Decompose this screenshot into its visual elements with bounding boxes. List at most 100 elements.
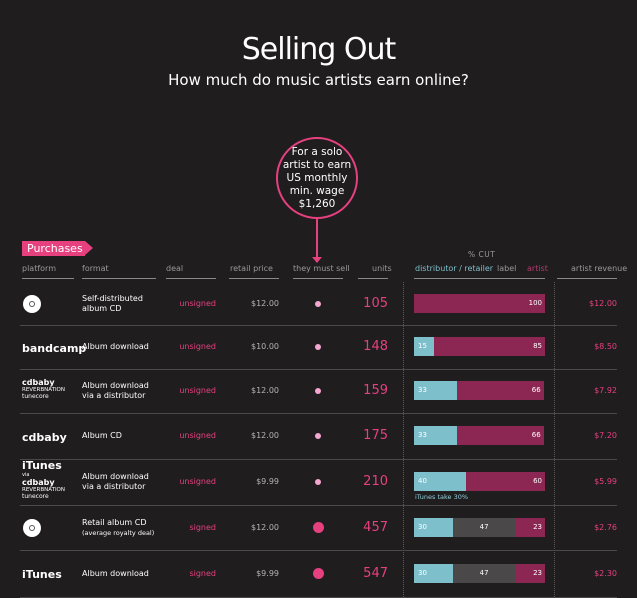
retail-price-value: $9.99	[256, 568, 279, 578]
col-header-distributor: distributor / retailer	[415, 264, 494, 273]
format-line: Album download	[82, 381, 149, 390]
cut-segment-label: 33	[418, 386, 427, 394]
cut-segment-artist: 85	[433, 337, 545, 356]
cut-segment-label: 33	[418, 431, 427, 439]
row-separator	[20, 505, 617, 506]
row-separator	[20, 413, 617, 414]
platform-logo-text: iTunes	[22, 458, 62, 472]
cut-bar: 33 66	[414, 426, 545, 445]
units-dot	[312, 568, 324, 579]
platform-logo: iTunes	[22, 569, 62, 581]
retail-price-value: $12.00	[251, 431, 279, 440]
cut-segment-label: 30	[418, 568, 427, 577]
col-header-retail-price: retail price	[230, 264, 273, 273]
platform-logo: cdbaby REVERBNATION tunecore	[22, 378, 65, 401]
col-header-format: format	[82, 264, 109, 273]
deal-value: unsigned	[179, 431, 216, 440]
format-text: Album download	[82, 569, 149, 579]
format-line: Album CD	[82, 431, 122, 440]
section-tag-purchases: Purchases	[22, 241, 93, 256]
callout-bubble: For a solo artist to earn US monthly min…	[276, 137, 358, 219]
cut-segment-label: 66	[531, 431, 541, 439]
cut-segment-label: 47	[479, 522, 489, 531]
callout-arrow-icon	[312, 257, 322, 263]
format-text: Album download via a distributor	[82, 472, 149, 492]
cd-disc-icon	[23, 518, 41, 537]
units-value: 148	[363, 339, 388, 354]
row-separator	[20, 369, 617, 370]
header-rule	[82, 278, 156, 279]
page-subtitle: How much do music artists earn online?	[168, 71, 469, 89]
column-divider	[554, 282, 555, 597]
artist-revenue-value: $2.30	[594, 568, 617, 578]
format-line: Self-distributed	[82, 293, 143, 303]
format-line: via a distributor	[82, 391, 146, 400]
callout-line: artist to earn	[282, 158, 352, 171]
format-text: Retail album CD (average royalty deal)	[82, 518, 154, 538]
cut-segment-label: 30	[418, 522, 427, 531]
header-rule	[358, 278, 388, 279]
cut-segment-distributor: 15	[414, 337, 434, 356]
col-header-deal: deal	[166, 264, 184, 273]
header-rule	[293, 278, 343, 279]
cut-segment-label: 47	[453, 517, 515, 537]
cd-disc-icon	[23, 294, 41, 313]
platform-logo: cdbaby	[22, 431, 67, 444]
retail-price-value: $10.00	[251, 342, 279, 351]
units-dot	[315, 388, 321, 394]
platform-logo-text: REVERBNATION	[22, 486, 66, 493]
col-header-artist-revenue: artist revenue	[571, 264, 628, 273]
col-header-units: units	[372, 264, 392, 273]
cut-segment-artist: 100	[414, 293, 545, 313]
retail-price-value: $9.99	[256, 477, 279, 486]
header-rule	[414, 278, 545, 279]
cut-bar: 15 85	[414, 337, 545, 356]
cut-segment-distributor: 30	[414, 563, 454, 583]
retail-price-value: $12.00	[251, 522, 279, 532]
cut-segment-label: 60	[533, 477, 542, 485]
deal-value: signed	[189, 568, 216, 578]
artist-revenue-value: $12.00	[589, 298, 617, 308]
callout-line: US monthly	[286, 171, 348, 184]
deal-value: unsigned	[179, 386, 216, 395]
cut-segment-label: 85	[533, 342, 542, 350]
header-rule	[166, 278, 216, 279]
artist-revenue-value: $5.99	[594, 477, 617, 486]
col-header-must-sell: they must sell	[293, 264, 350, 273]
format-line: Album download	[82, 472, 149, 481]
platform-logo: iTunes via cdbaby REVERBNATION tunecore	[22, 458, 66, 500]
cut-bar: 30 47 23	[414, 563, 545, 583]
format-line: Album download	[82, 568, 149, 578]
deal-value: unsigned	[179, 342, 216, 351]
platform-logo-text: cdbaby	[22, 477, 55, 487]
retail-price-value: $12.00	[251, 386, 279, 395]
platform-logo-text: cdbaby	[22, 377, 55, 387]
cut-segment-label: 23	[533, 568, 542, 577]
cut-segment-label: 23	[533, 522, 542, 531]
pct-cut-label: % CUT	[468, 250, 496, 259]
cut-note: iTunes take 30%	[415, 493, 469, 501]
platform-logo-text: REVERBNATION	[22, 386, 66, 393]
cut-segment-distributor: 30	[414, 517, 454, 537]
platform-logo-text: tunecore	[22, 393, 49, 400]
units-value: 547	[363, 565, 388, 581]
units-dot	[315, 300, 321, 307]
row-separator	[20, 550, 617, 551]
artist-revenue-value: $7.92	[594, 386, 617, 395]
col-header-label: label	[497, 264, 517, 273]
artist-revenue-value: $8.50	[594, 342, 617, 351]
format-line: via a distributor	[82, 482, 146, 491]
row-separator	[20, 459, 617, 460]
cut-bar: 33 66	[414, 381, 545, 400]
deal-value: signed	[189, 522, 216, 532]
column-divider	[403, 282, 404, 597]
artist-revenue-value: $2.76	[594, 522, 617, 532]
cut-segment-label: 66	[531, 386, 541, 394]
cut-segment-distributor: 33	[414, 381, 458, 400]
page-title: Selling Out	[241, 32, 397, 67]
cut-bar: 100	[414, 293, 545, 313]
platform-logo-text: iTunes	[22, 568, 62, 581]
cut-segment-label: 47	[479, 568, 489, 577]
units-value: 210	[363, 474, 388, 489]
units-dot	[315, 433, 321, 439]
